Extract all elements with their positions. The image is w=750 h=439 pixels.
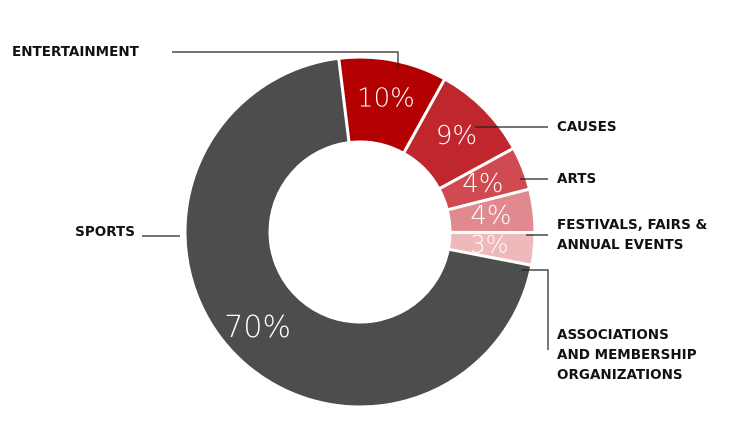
category-label-festivals-fairs-annual-events-line-2: ANNUAL EVENTS: [557, 237, 683, 253]
category-label-sports: SPORTS: [75, 224, 135, 240]
leader-line-entertainment: [172, 51, 399, 68]
category-label-associations-and-membership-organizations-line-2: AND MEMBERSHIP: [557, 347, 697, 363]
category-label-festivals-fairs-annual-events-line-1: FESTIVALS, FAIRS &: [557, 217, 707, 233]
category-label-arts: ARTS: [557, 171, 596, 187]
value-label-associations-and-membership-organizations: 3%: [470, 231, 508, 259]
leader-lines: [142, 51, 549, 350]
category-label-entertainment: ENTERTAINMENT: [12, 44, 140, 60]
category-label-associations-and-membership-organizations-line-1: ASSOCIATIONS: [557, 327, 669, 343]
value-label-arts: 4%: [462, 169, 503, 199]
value-label-causes: 9%: [436, 121, 477, 151]
category-label-associations-and-membership-organizations-line-3: ORGANIZATIONS: [557, 367, 683, 383]
value-label-festivals-fairs-annual-events: 4%: [470, 201, 511, 231]
category-labels: ENTERTAINMENT CAUSES ARTS FESTIVALS, FAIRS …: [12, 44, 707, 383]
leader-line-associations-and-membership-organizations: [522, 269, 549, 350]
value-labels: 10%9%4%4%3%70%: [224, 83, 511, 344]
slice-sports: [183, 56, 534, 409]
value-label-sports: 70%: [224, 310, 291, 345]
value-label-entertainment: 10%: [357, 83, 415, 113]
category-label-causes: CAUSES: [557, 119, 617, 135]
donut-slices: [183, 55, 537, 409]
